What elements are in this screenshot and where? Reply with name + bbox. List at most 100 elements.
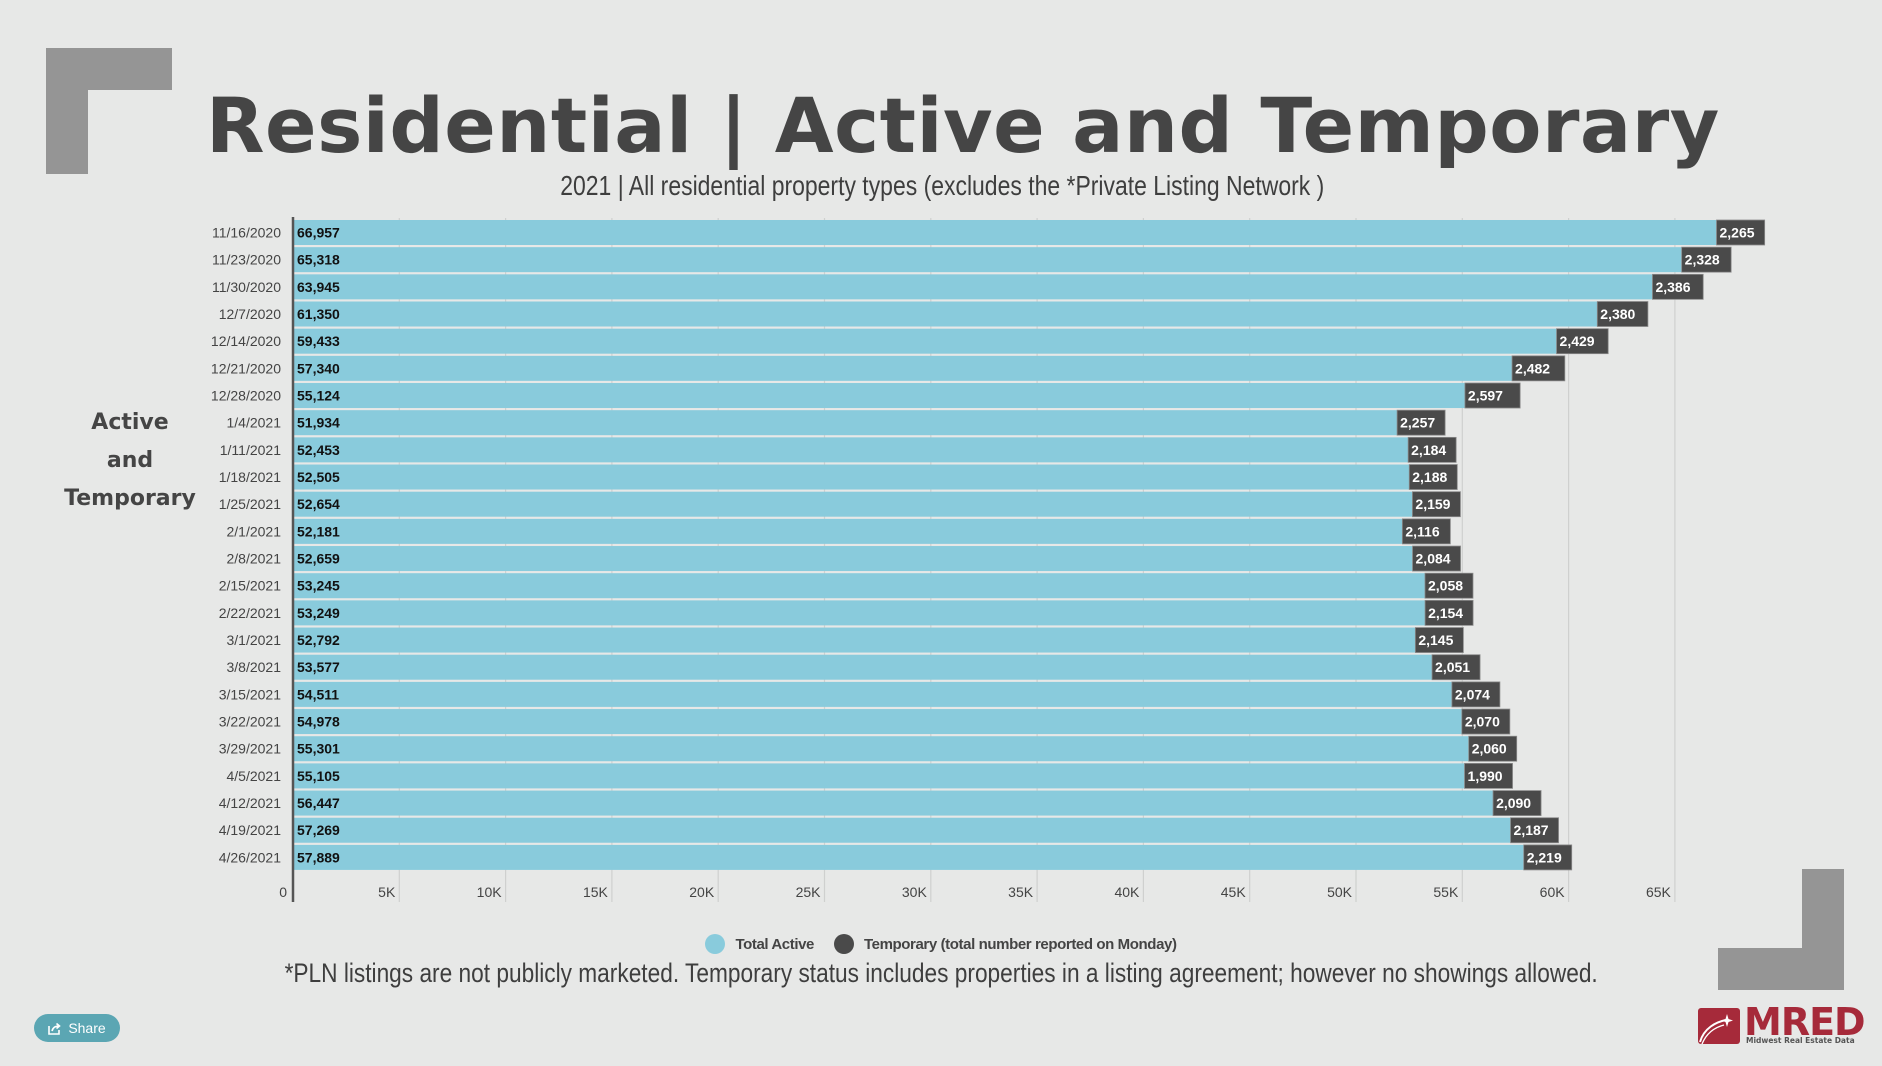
data-label-temporary: 2,187: [1514, 822, 1549, 838]
x-tick-label: 25K: [796, 884, 822, 900]
data-label-active: 52,659: [297, 551, 340, 567]
data-label-active: 59,433: [297, 333, 340, 349]
category-label: 3/1/2021: [227, 632, 282, 648]
category-label: 2/8/2021: [227, 551, 282, 567]
mred-logo[interactable]: MRED Midwest Real Estate Data: [1696, 1000, 1866, 1048]
x-tick-label: 30K: [902, 884, 928, 900]
bar-temporary: [1464, 763, 1513, 789]
bar-temporary: [1461, 708, 1511, 735]
data-label-temporary: 2,145: [1418, 632, 1453, 648]
legend-item-temporary[interactable]: Temporary (total number reported on Mond…: [834, 934, 1177, 954]
bar-temporary: [1681, 246, 1732, 273]
category-label: 4/12/2021: [219, 795, 281, 811]
bar-temporary: [1468, 735, 1518, 762]
data-label-active: 55,105: [297, 768, 340, 784]
x-tick-label: 5K: [378, 884, 396, 900]
bar-total-active: [293, 301, 1598, 327]
data-label-active: 63,945: [297, 279, 340, 295]
category-label: 2/1/2021: [227, 523, 282, 539]
data-label-active: 52,453: [297, 442, 340, 458]
data-label-active: 52,505: [297, 469, 340, 485]
y-axis-title: Active and Temporary: [62, 404, 198, 518]
data-label-active: 51,934: [297, 415, 340, 431]
x-tick-label: 10K: [477, 884, 503, 900]
bar-total-active: [293, 600, 1426, 626]
bar-temporary: [1510, 817, 1559, 844]
bar-temporary: [1451, 681, 1501, 708]
bar-total-active: [293, 437, 1409, 463]
category-label: 3/15/2021: [219, 686, 281, 702]
data-label-active: 53,249: [297, 605, 340, 621]
x-tick-label: 40K: [1114, 884, 1140, 900]
data-label-active: 54,978: [297, 714, 340, 730]
bar-temporary: [1556, 328, 1609, 355]
x-tick-label: 60K: [1540, 884, 1566, 900]
bar-total-active: [293, 763, 1465, 789]
x-tick-label: 0: [279, 884, 287, 900]
data-label-active: 55,301: [297, 741, 340, 757]
data-label-temporary: 2,074: [1455, 686, 1490, 702]
data-label-temporary: 2,265: [1720, 225, 1755, 241]
bar-temporary: [1412, 545, 1461, 572]
data-label-temporary: 2,060: [1472, 741, 1507, 757]
bar-total-active: [293, 736, 1469, 762]
data-label-active: 52,654: [297, 496, 340, 512]
bar-total-active: [293, 247, 1682, 273]
data-label-active: 54,511: [297, 686, 339, 702]
legend-label: Total Active: [735, 935, 814, 953]
legend-item-total-active[interactable]: Total Active: [705, 934, 814, 954]
bar-total-active: [293, 681, 1452, 707]
data-label-temporary: 2,219: [1527, 849, 1562, 865]
data-label-temporary: 2,090: [1496, 795, 1531, 811]
share-button[interactable]: Share: [34, 1014, 120, 1042]
data-label-temporary: 2,084: [1416, 551, 1451, 567]
bar-total-active: [293, 274, 1653, 300]
bar-total-active: [293, 383, 1465, 409]
corner-bracket-top-left: [46, 48, 88, 174]
page-title: Residential | Active and Temporary: [206, 81, 1720, 170]
share-icon: [48, 1022, 62, 1035]
data-label-active: 55,124: [297, 388, 340, 404]
bar-total-active: [293, 464, 1410, 490]
logo-star-swoosh-icon: [1698, 1008, 1740, 1044]
bar-temporary: [1414, 627, 1464, 653]
x-tick-label: 15K: [583, 884, 609, 900]
data-label-active: 57,340: [297, 360, 340, 376]
data-label-temporary: 2,070: [1465, 714, 1500, 730]
data-label-active: 57,269: [297, 822, 340, 838]
bar-total-active: [293, 627, 1416, 653]
bar-temporary: [1424, 599, 1474, 626]
bar-total-active: [293, 328, 1557, 354]
legend-dot-temporary-icon: [834, 934, 854, 954]
share-label: Share: [68, 1020, 106, 1036]
category-label: 1/11/2021: [220, 442, 281, 458]
category-label: 11/23/2020: [212, 252, 281, 268]
data-label-temporary: 1,990: [1468, 768, 1503, 784]
legend-label: Temporary (total number reported on Mond…: [864, 935, 1177, 953]
x-tick-label: 20K: [689, 884, 715, 900]
bar-temporary: [1424, 572, 1474, 599]
bar-total-active: [293, 491, 1413, 517]
category-label: 3/29/2021: [219, 741, 281, 757]
data-label-temporary: 2,051: [1435, 659, 1470, 675]
y-axis-title-line: Temporary: [64, 486, 196, 511]
bar-total-active: [293, 546, 1413, 572]
data-label-temporary: 2,482: [1515, 360, 1550, 376]
data-label-active: 53,577: [297, 659, 340, 675]
data-label-active: 61,350: [297, 306, 340, 322]
bar-temporary: [1492, 790, 1542, 816]
bar-temporary: [1652, 273, 1704, 300]
data-label-temporary: 2,188: [1412, 469, 1447, 485]
bar-chart: 66,957 2,265 65,318 2,328 63,945 2,386 61,350 2…: [211, 217, 1766, 902]
category-label: 3/8/2021: [227, 659, 282, 675]
category-label: 4/19/2021: [219, 822, 281, 838]
category-label: 1/25/2021: [219, 496, 281, 512]
bar-total-active: [293, 817, 1511, 843]
bar-temporary: [1464, 382, 1521, 409]
data-label-temporary: 2,429: [1560, 333, 1595, 349]
x-tick-label: 65K: [1646, 884, 1672, 900]
bar-temporary: [1412, 491, 1461, 518]
bar-temporary: [1511, 355, 1566, 382]
axes: 0 5K 10K 15K 20K 25K 30K 35K 40K 45K 50K 55K 60K 65K 1…: [211, 217, 1672, 902]
x-tick-label: 35K: [1008, 884, 1034, 900]
